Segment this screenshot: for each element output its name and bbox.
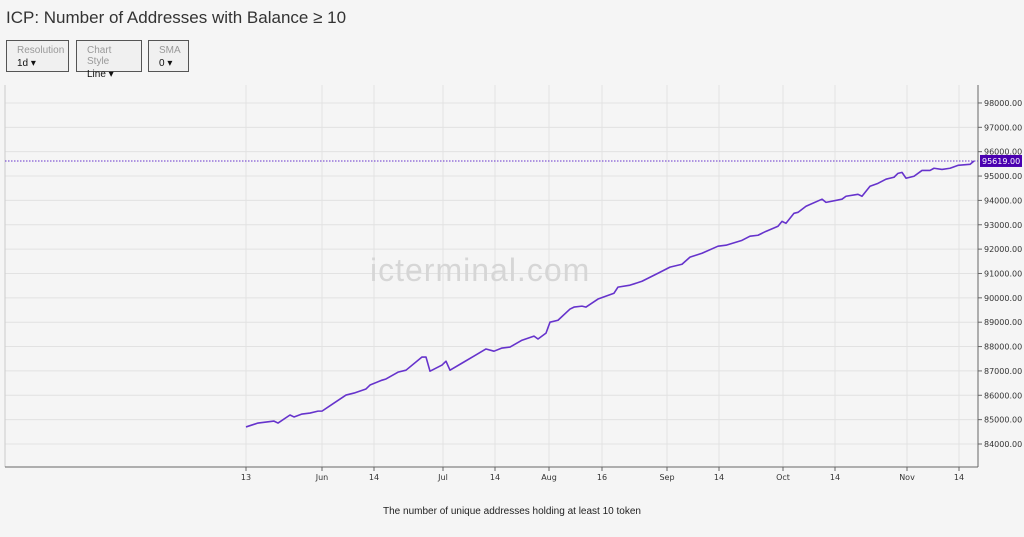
- labels: 84000.00 85000.00 86000.00 87000.00 88000.00…: [241, 99, 1022, 482]
- y-tick-label: 90000.00: [984, 294, 1022, 303]
- sma-dropdown[interactable]: SMA 0 ▾: [148, 40, 189, 72]
- y-tick-label: 97000.00: [984, 123, 1022, 132]
- y-tick-label: 92000.00: [984, 245, 1022, 254]
- last-value-label: 95619.00: [982, 157, 1020, 166]
- chart-style-value: Line ▾: [87, 69, 114, 80]
- resolution-dropdown[interactable]: Resolution 1d ▾: [6, 40, 69, 72]
- chart-style-label: Chart Style: [87, 45, 112, 67]
- x-tick-label: Oct: [776, 473, 790, 482]
- resolution-value: 1d ▾: [17, 58, 36, 69]
- page-title: ICP: Number of Addresses with Balance ≥ …: [6, 8, 347, 27]
- x-tick-label: 14: [490, 473, 500, 482]
- y-tick-label: 96000.00: [984, 148, 1022, 157]
- y-tick-label: 87000.00: [984, 367, 1022, 376]
- y-tick-label: 95000.00: [984, 172, 1022, 181]
- plot-area: [5, 85, 978, 467]
- sma-label: SMA: [159, 45, 181, 56]
- x-tick-label: 13: [241, 473, 251, 482]
- y-tick-label: 88000.00: [984, 343, 1022, 352]
- y-tick-label: 94000.00: [984, 196, 1022, 205]
- x-tick-label: Jun: [315, 473, 329, 482]
- y-tick-label: 84000.00: [984, 440, 1022, 449]
- y-tick-label: 91000.00: [984, 269, 1022, 278]
- x-tick-label: Sep: [659, 473, 674, 482]
- chart-caption: The number of unique addresses holding a…: [383, 506, 641, 517]
- x-tick-label: 14: [830, 473, 840, 482]
- y-tick-label: 86000.00: [984, 391, 1022, 400]
- y-tick-label: 98000.00: [984, 99, 1022, 108]
- sma-value: 0 ▾: [159, 58, 173, 69]
- chart[interactable]: 84000.00 85000.00 86000.00 87000.00 88000.00…: [0, 0, 1024, 500]
- axes: [4, 85, 982, 471]
- x-tick-label: Aug: [541, 473, 557, 482]
- y-tick-label: 89000.00: [984, 318, 1022, 327]
- chart-style-dropdown[interactable]: Chart Style Line ▾: [76, 40, 142, 80]
- last-value-badge: [980, 154, 1022, 167]
- x-tick-label: Nov: [899, 473, 915, 482]
- x-tick-label: 16: [597, 473, 607, 482]
- resolution-label: Resolution: [17, 45, 65, 56]
- x-tick-label: 14: [369, 473, 379, 482]
- x-tick-label: 14: [714, 473, 724, 482]
- series: [5, 160, 978, 428]
- grid: [5, 85, 978, 467]
- x-tick-label: 14: [954, 473, 964, 482]
- y-tick-label: 93000.00: [984, 221, 1022, 230]
- y-tick-label: 85000.00: [984, 416, 1022, 425]
- x-tick-label: Jul: [437, 473, 448, 482]
